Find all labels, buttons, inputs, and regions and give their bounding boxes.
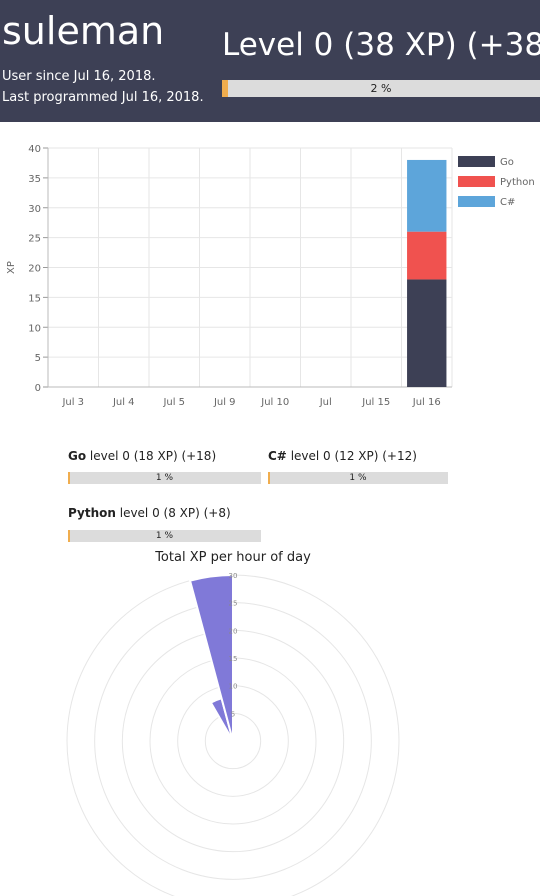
level-progress-label: 2 % xyxy=(370,82,392,95)
language-python-progress-fill xyxy=(68,530,70,542)
language-go-label: Go level 0 (18 XP) (+18) xyxy=(68,449,216,463)
language-go-progress-label: 1 % xyxy=(155,473,174,483)
profile-header: suleman User since Jul 16, 2018. Last pr… xyxy=(0,0,540,122)
polar-tick-label: 5 xyxy=(231,710,235,718)
polar-tick-label: 10 xyxy=(229,683,238,691)
x-tick-label: Jul 5 xyxy=(162,397,185,408)
user-since-text: User since Jul 16, 2018. xyxy=(2,69,156,84)
bar-python xyxy=(407,231,447,280)
level-progress-fill xyxy=(222,80,229,97)
x-tick-label: Jul 4 xyxy=(112,397,135,408)
language-csharp-progress-label: 1 % xyxy=(349,473,367,483)
level-progress-bar: 2 % xyxy=(222,80,540,97)
polar-tick-label: 25 xyxy=(229,600,238,608)
language-csharp-level: level 0 (12 XP) (+12) xyxy=(290,449,417,463)
language-go-name: Go xyxy=(68,449,87,463)
language-python-progress-bar: 1 % xyxy=(68,530,261,542)
y-tick-label: 0 xyxy=(35,383,41,394)
x-tick-label: Jul 10 xyxy=(260,397,289,408)
y-tick-label: 35 xyxy=(28,174,41,185)
y-tick-label: 40 xyxy=(28,144,41,155)
polar-tick-label: 15 xyxy=(229,655,238,663)
x-tick-label: Jul 15 xyxy=(361,397,390,408)
username: suleman xyxy=(2,9,165,53)
language-csharp-progress-fill xyxy=(268,472,270,484)
x-tick-label: Jul 9 xyxy=(213,397,236,408)
legend-label: C# xyxy=(500,197,515,208)
polar-tick-label: 30 xyxy=(229,572,238,580)
language-go-progress-bar: 1 % xyxy=(68,472,261,484)
language-python-progress-label: 1 % xyxy=(155,531,174,541)
last-programmed-text: Last programmed Jul 16, 2018. xyxy=(2,90,204,105)
y-tick-label: 30 xyxy=(28,204,41,215)
y-tick-label: 15 xyxy=(28,293,41,304)
polar-tick-label: 20 xyxy=(229,627,238,635)
y-tick-label: 25 xyxy=(28,234,41,245)
xp-per-day-chart: 0 5 10 15 20 25 30 35 40 XP Jul 3 Jul 4 Jul 5 Jul 9 Ju… xyxy=(6,144,535,408)
language-python-level: level 0 (8 XP) (+8) xyxy=(119,506,231,520)
y-tick-label: 5 xyxy=(35,353,41,364)
legend-swatch xyxy=(458,156,495,167)
x-tick-label: Jul 3 xyxy=(61,397,84,408)
legend-swatch xyxy=(458,196,495,207)
legend-label: Python xyxy=(500,177,535,188)
legend-swatch xyxy=(458,176,495,187)
bar-go xyxy=(407,279,447,387)
y-axis-label: XP xyxy=(6,261,17,274)
y-tick-label: 20 xyxy=(28,264,41,275)
polar-chart-title: Total XP per hour of day xyxy=(155,550,311,565)
legend-label: Go xyxy=(500,157,514,168)
language-python-label: Python level 0 (8 XP) (+8) xyxy=(68,506,231,520)
bar-csharp xyxy=(407,159,447,232)
level-text: Level 0 (38 XP) (+38) xyxy=(222,27,540,63)
language-csharp-label: C# level 0 (12 XP) (+12) xyxy=(268,449,417,463)
polar-segment xyxy=(188,573,234,742)
x-tick-label: Jul xyxy=(319,397,332,408)
x-tick-label: Jul 16 xyxy=(412,397,441,408)
language-python-name: Python xyxy=(68,506,116,520)
y-tick-label: 10 xyxy=(28,323,41,334)
language-csharp-progress-bar: 1 % xyxy=(268,472,448,484)
language-csharp-name: C# xyxy=(268,449,287,463)
xp-per-hour-polar-chart: 5 10 15 20 25 30 xyxy=(66,572,400,896)
language-go-progress-fill xyxy=(68,472,70,484)
language-go-level: level 0 (18 XP) (+18) xyxy=(89,449,217,463)
